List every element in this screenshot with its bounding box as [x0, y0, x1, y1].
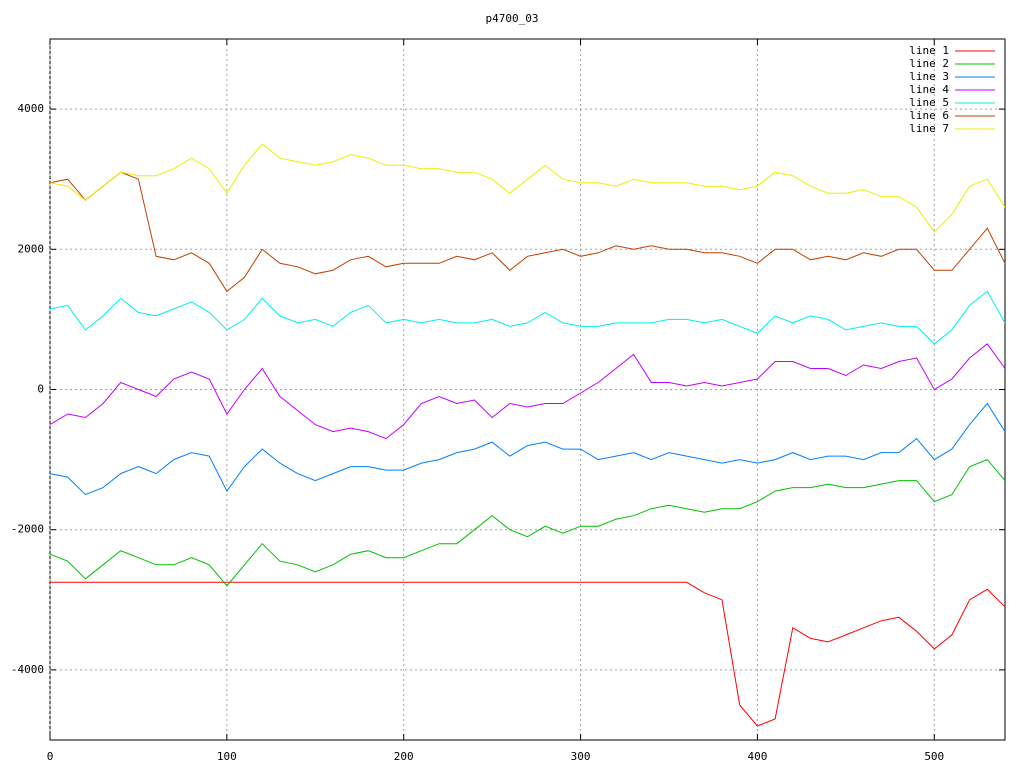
x-tick-label: 0	[47, 750, 54, 763]
chart-title: p4700_03	[486, 12, 539, 25]
x-tick-label: 500	[924, 750, 944, 763]
legend-label: line 5	[909, 96, 949, 109]
legend-label: line 3	[909, 70, 949, 83]
legend-label: line 2	[909, 57, 949, 70]
legend-label: line 4	[909, 83, 949, 96]
y-tick-label: 4000	[18, 102, 45, 115]
x-tick-label: 300	[571, 750, 591, 763]
x-tick-label: 400	[747, 750, 767, 763]
y-tick-label: 0	[37, 383, 44, 396]
y-tick-label: 2000	[18, 242, 45, 255]
series-line	[50, 581, 1006, 727]
x-tick-label: 200	[394, 750, 414, 763]
series-line	[49, 402, 1006, 496]
y-tick-label: -2000	[11, 523, 44, 536]
legend-label: line 1	[909, 44, 949, 57]
series-line	[49, 171, 1006, 293]
series-line	[49, 459, 1006, 587]
y-tick-label: -4000	[11, 663, 44, 676]
legend-label: line 6	[909, 109, 949, 122]
legend-label: line 7	[909, 122, 949, 135]
series-line	[49, 143, 1006, 233]
series-line	[49, 343, 1006, 440]
x-tick-label: 100	[217, 750, 237, 763]
series-line	[49, 290, 1006, 345]
